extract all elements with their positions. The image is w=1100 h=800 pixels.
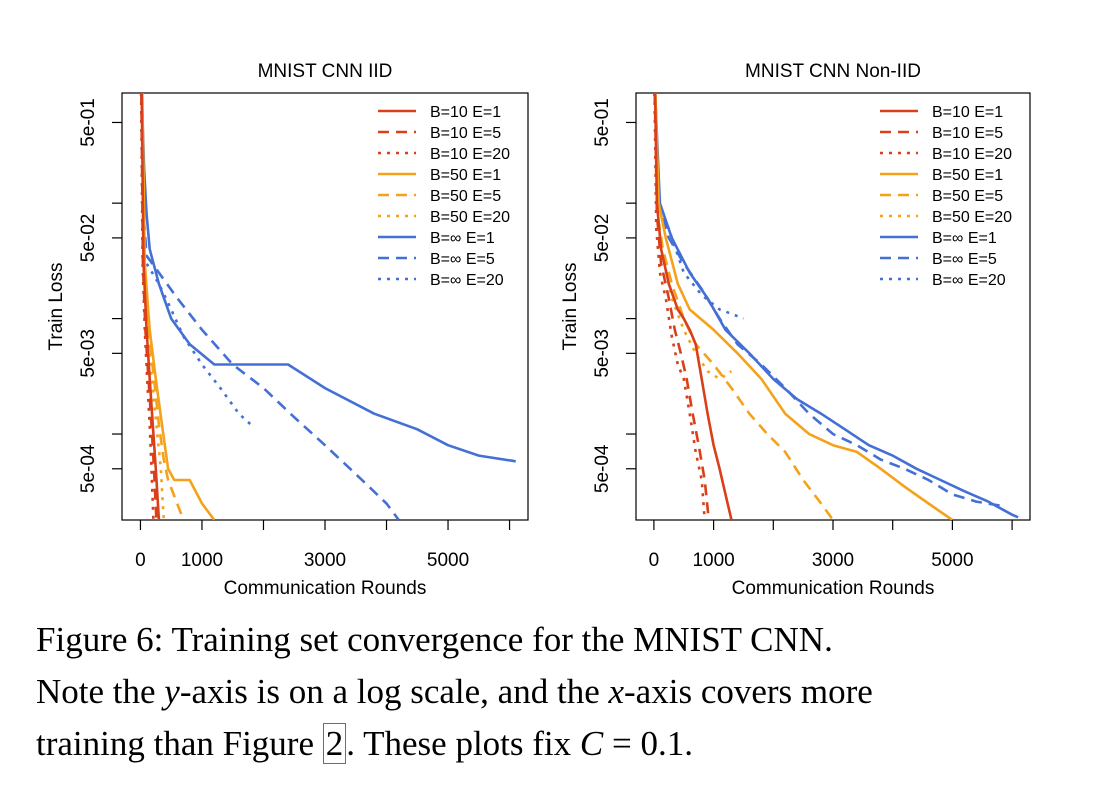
series-group [139, 93, 516, 520]
caption-line-2: Note the y-axis is on a log scale, and t… [36, 666, 1076, 718]
chart-title: MNIST CNN IID [258, 61, 393, 82]
legend-entry: B=10 E=20 [430, 146, 510, 163]
legend-entry: B=10 E=5 [932, 125, 1003, 142]
y-tick-label: 5e-01 [78, 98, 99, 147]
legend-entry: B=∞ E=1 [932, 230, 997, 247]
legend-entry: B=10 E=1 [932, 104, 1003, 121]
legend-entry: B=∞ E=20 [430, 272, 504, 289]
caption-text: . These plots fix [346, 724, 580, 763]
legend: B=10 E=1 B=10 E=5 B=10 E=20 B=50 E=1 B=50 E=… [880, 104, 1012, 289]
legend-entry: B=10 E=20 [932, 146, 1012, 163]
series-line [140, 93, 516, 463]
caption-y-symbol: y [164, 672, 180, 711]
legend-entry: B=50 E=1 [932, 167, 1003, 184]
x-tick-label: 0 [649, 550, 660, 571]
x-axis-label: Communication Rounds [732, 578, 935, 599]
legend-entry: B=50 E=5 [932, 188, 1003, 205]
caption-text: -axis is on a log scale, and the [179, 672, 609, 711]
legend-entry: B=10 E=5 [430, 125, 501, 142]
caption-text: -axis covers more [624, 672, 873, 711]
caption-c-symbol: C [579, 724, 604, 763]
y-tick-label: 5e-01 [592, 98, 613, 147]
y-tick-label: 5e-04 [78, 444, 99, 493]
caption-line-1: Figure 6: Training set convergence for t… [36, 620, 833, 659]
chart-title: MNIST CNN Non-IID [745, 61, 921, 82]
x-tick-label: 5000 [427, 550, 469, 571]
series-line [653, 93, 733, 520]
x-tick-label: 3000 [812, 550, 854, 571]
caption-text: training than Figure [36, 724, 323, 763]
legend: B=10 E=1 B=10 E=5 B=10 E=20 B=50 E=1 B=50 E=… [378, 104, 510, 289]
series-line [653, 93, 1001, 507]
legend-entry: B=∞ E=20 [932, 272, 1006, 289]
y-axis-label: Train Loss [560, 263, 581, 351]
x-tick-label: 3000 [304, 550, 346, 571]
chart-panel-1: MNIST CNN IID 0 1000 3000 5000Communication … [46, 61, 529, 599]
legend-entry: B=50 E=1 [430, 167, 501, 184]
caption-line-3: training than Figure 2. These plots fix … [36, 718, 1076, 770]
x-tick-label: 0 [135, 550, 146, 571]
series-group [653, 93, 1019, 520]
series-line [140, 93, 400, 520]
y-tick-label: 5e-03 [78, 329, 99, 378]
caption-text: Note the [36, 672, 165, 711]
caption-x-symbol: x [608, 672, 625, 711]
caption-text: = 0.1. [603, 724, 694, 763]
x-tick-label: 5000 [931, 550, 973, 571]
legend-entry: B=∞ E=5 [430, 251, 495, 268]
legend-entry: B=50 E=20 [932, 209, 1012, 226]
series-line [139, 93, 253, 426]
legend-entry: B=10 E=1 [430, 104, 501, 121]
x-tick-label: 1000 [692, 550, 734, 571]
figure-caption: Figure 6: Training set convergence for t… [36, 614, 1076, 770]
x-axis-label: Communication Rounds [224, 578, 427, 599]
series-line [654, 93, 954, 520]
x-tick-label: 1000 [181, 550, 223, 571]
legend-entry: B=50 E=5 [430, 188, 501, 205]
y-tick-label: 5e-04 [592, 444, 613, 493]
figure-ref-link[interactable]: 2 [322, 723, 347, 764]
series-line [653, 93, 744, 320]
series-line [140, 93, 158, 520]
legend-entry: B=50 E=20 [430, 209, 510, 226]
legend-entry: B=∞ E=1 [430, 230, 495, 247]
legend-entry: B=∞ E=5 [932, 251, 997, 268]
y-axis-label: Train Loss [46, 263, 67, 351]
y-tick-label: 5e-02 [592, 214, 613, 263]
series-line [653, 93, 733, 381]
y-tick-label: 5e-03 [592, 329, 613, 378]
series-line [653, 93, 711, 520]
chart-panel-2: MNIST CNN Non-IID 0 1000 3000 5000 Communicat… [560, 61, 1031, 599]
y-tick-label: 5e-02 [78, 214, 99, 263]
series-line [653, 93, 835, 520]
